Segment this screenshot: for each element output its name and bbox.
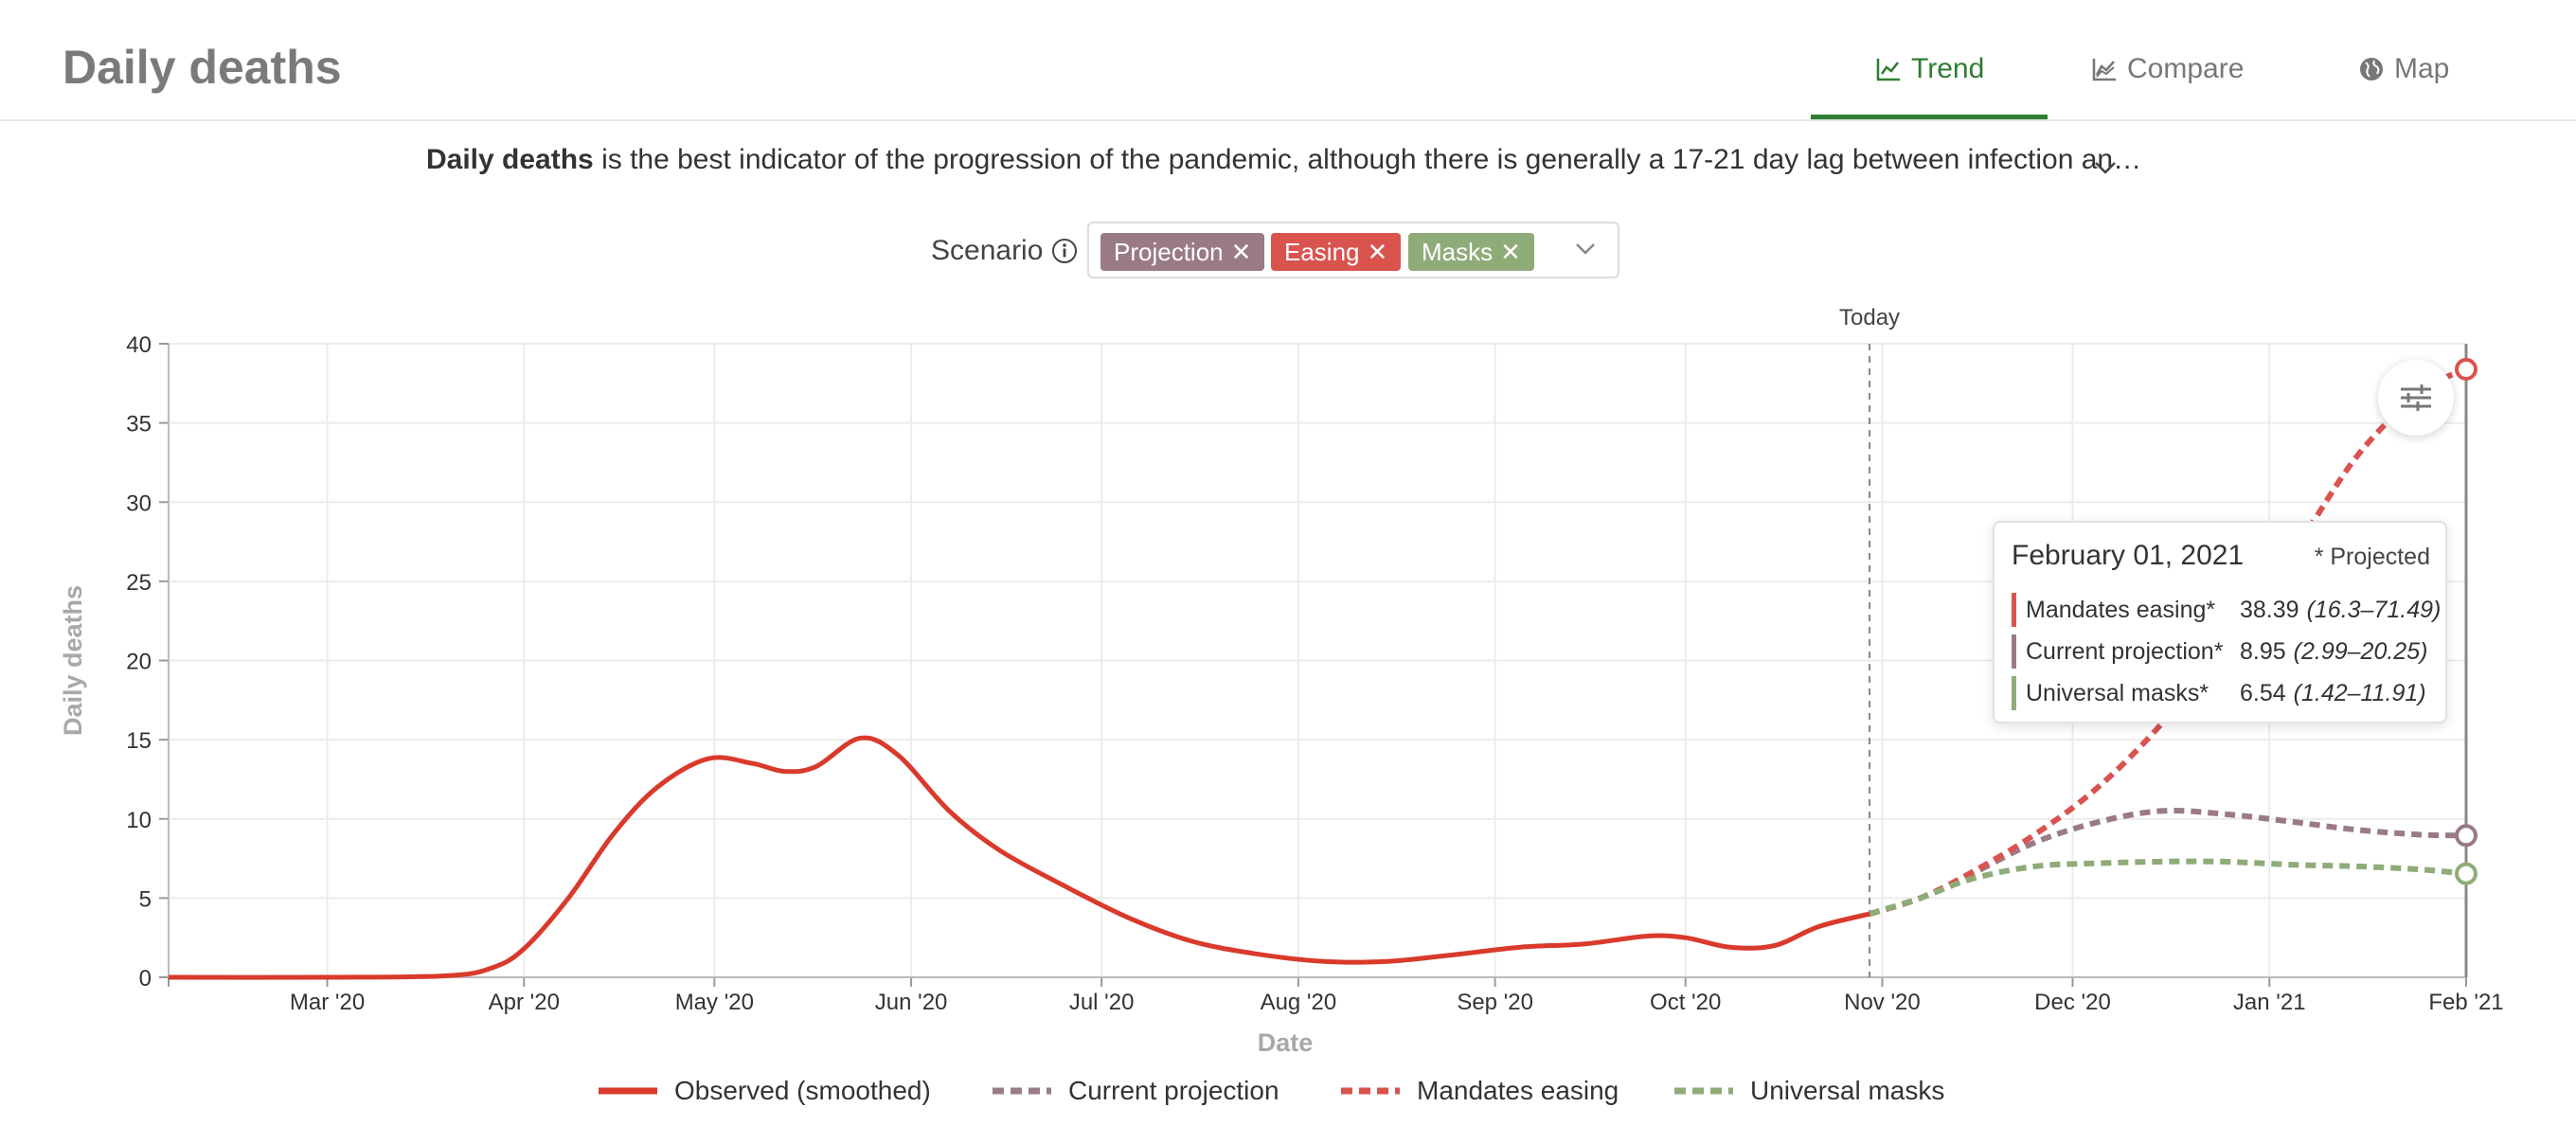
remove-icon[interactable]: ✕ xyxy=(1500,238,1521,266)
y-axis-label: Daily deaths xyxy=(59,585,87,736)
x-tick-label: Aug '20 xyxy=(1261,990,1337,1015)
chip-easing-label: Easing xyxy=(1284,238,1360,266)
x-tick-label: Dec '20 xyxy=(2034,990,2111,1015)
tab-map[interactable]: Map xyxy=(2358,53,2449,85)
sliders-icon xyxy=(2401,384,2431,411)
legend-item-mandates-easing[interactable]: Mandates easing xyxy=(1341,1076,1619,1106)
tooltip-series-name: Current projection* xyxy=(2026,637,2224,665)
chevron-down-icon[interactable] xyxy=(1574,241,1597,258)
x-axis-label: Date xyxy=(1258,1028,1314,1057)
current-projection-marker xyxy=(2455,824,2478,848)
description: Daily deaths is the best indicator of th… xyxy=(426,144,2141,176)
chip-easing[interactable]: Easing ✕ xyxy=(1271,233,1402,271)
legend-item-observed[interactable]: Observed (smoothed) xyxy=(599,1076,931,1106)
tooltip-value: 38.39 xyxy=(2240,596,2299,623)
y-tick-label: 40 xyxy=(126,332,152,358)
x-tick-label: May '20 xyxy=(675,990,754,1015)
legend-swatch-mandates-easing xyxy=(1341,1087,1400,1095)
x-tick-label: Feb '21 xyxy=(2428,990,2503,1015)
legend-swatch-observed xyxy=(599,1087,657,1095)
expand-chevron-icon[interactable] xyxy=(2093,159,2118,176)
chip-masks-label: Masks xyxy=(1422,238,1494,266)
tooltip-row: Mandates easing* 38.39 (16.3–71.49) xyxy=(2012,593,2441,627)
x-tick-label: Oct '20 xyxy=(1650,990,1721,1015)
tooltip-swatch xyxy=(2012,676,2016,710)
tooltip-value: 8.95 xyxy=(2240,637,2286,665)
legend-label: Universal masks xyxy=(1750,1076,1945,1105)
tab-compare[interactable]: Compare xyxy=(2091,53,2244,85)
y-tick-label: 25 xyxy=(126,570,152,596)
tooltip-swatch xyxy=(2012,634,2016,669)
legend-item-universal-masks[interactable]: Universal masks xyxy=(1674,1076,1944,1106)
universal-masks-marker xyxy=(2455,862,2478,885)
tooltip-series-name: Mandates easing* xyxy=(2026,596,2216,623)
tooltip-range: (1.42–11.91) xyxy=(2293,679,2426,706)
area-chart-icon xyxy=(2092,59,2116,81)
y-tick-label: 35 xyxy=(126,412,152,438)
y-tick-label: 0 xyxy=(139,966,152,991)
x-tick-label: Jul '20 xyxy=(1069,990,1135,1015)
tab-trend[interactable]: Trend xyxy=(1875,53,1984,85)
header: Daily deaths Trend Compare Map xyxy=(0,0,2576,121)
x-tick-label: Sep '20 xyxy=(1457,990,1533,1015)
x-tick-label: Nov '20 xyxy=(1844,990,1921,1015)
description-text: is the best indicator of the progression… xyxy=(593,144,2142,175)
tooltip-note: * Projected xyxy=(2314,544,2430,570)
legend-item-current-projection[interactable]: Current projection xyxy=(993,1076,1279,1106)
x-tick-label: Jun '20 xyxy=(875,990,948,1015)
mandates-easing-line xyxy=(1869,366,2468,917)
mandates-easing-marker xyxy=(2455,357,2478,381)
tooltip-range: (2.99–20.25) xyxy=(2293,637,2428,665)
legend-label: Mandates easing xyxy=(1417,1076,1619,1105)
tooltip-value: 6.54 xyxy=(2240,679,2286,706)
current-projection-line xyxy=(1869,808,2467,917)
tab-map-label: Map xyxy=(2394,53,2450,84)
remove-icon[interactable]: ✕ xyxy=(1367,238,1388,266)
y-tick-label: 20 xyxy=(126,650,152,675)
tooltip-swatch xyxy=(2012,593,2016,627)
description-bold: Daily deaths xyxy=(426,144,594,175)
tab-compare-label: Compare xyxy=(2127,53,2245,84)
legend-swatch-universal-masks xyxy=(1674,1087,1733,1095)
x-tick-label: Jan '21 xyxy=(2233,990,2306,1015)
info-icon[interactable] xyxy=(1050,237,1079,265)
tooltip-range: (16.3–71.49) xyxy=(2306,596,2442,623)
chip-masks[interactable]: Masks ✕ xyxy=(1408,233,1534,271)
scenario-label: Scenario xyxy=(931,235,1079,267)
y-tick-label: 5 xyxy=(139,886,152,912)
scenario-label-text: Scenario xyxy=(931,235,1044,266)
legend-swatch-current-projection xyxy=(993,1087,1051,1095)
chart-settings-button[interactable] xyxy=(2378,360,2454,436)
y-tick-label: 10 xyxy=(126,808,152,833)
x-tick-label: Apr '20 xyxy=(489,990,560,1015)
chart-tooltip: February 01, 2021 * Projected Mandates e… xyxy=(1993,521,2447,723)
page-title: Daily deaths xyxy=(63,41,342,94)
chip-projection-label: Projection xyxy=(1114,238,1224,266)
x-tick-label: Mar '20 xyxy=(290,990,365,1015)
active-tab-indicator xyxy=(1811,115,2048,119)
legend-label: Current projection xyxy=(1068,1076,1279,1105)
remove-icon[interactable]: ✕ xyxy=(1230,238,1252,266)
tab-trend-label: Trend xyxy=(1911,53,1985,84)
observed-line xyxy=(168,735,1870,980)
y-tick-label: 30 xyxy=(126,491,152,516)
line-chart-icon xyxy=(1876,59,1900,81)
globe-icon xyxy=(2360,58,2383,80)
chip-projection[interactable]: Projection ✕ xyxy=(1100,233,1265,271)
today-label: Today xyxy=(1839,305,1900,330)
y-tick-label: 15 xyxy=(126,728,152,754)
legend-label: Observed (smoothed) xyxy=(674,1076,931,1105)
scenario-select[interactable]: Projection ✕ Easing ✕ Masks ✕ xyxy=(1087,222,1619,278)
tooltip-row: Universal masks* 6.54 (1.42–11.91) xyxy=(2012,676,2426,710)
tooltip-row: Current projection* 8.95 (2.99–20.25) xyxy=(2012,634,2427,669)
universal-masks-line xyxy=(1869,858,2467,917)
tooltip-date: February 01, 2021 xyxy=(2012,540,2245,571)
tooltip-series-name: Universal masks* xyxy=(2026,679,2209,706)
